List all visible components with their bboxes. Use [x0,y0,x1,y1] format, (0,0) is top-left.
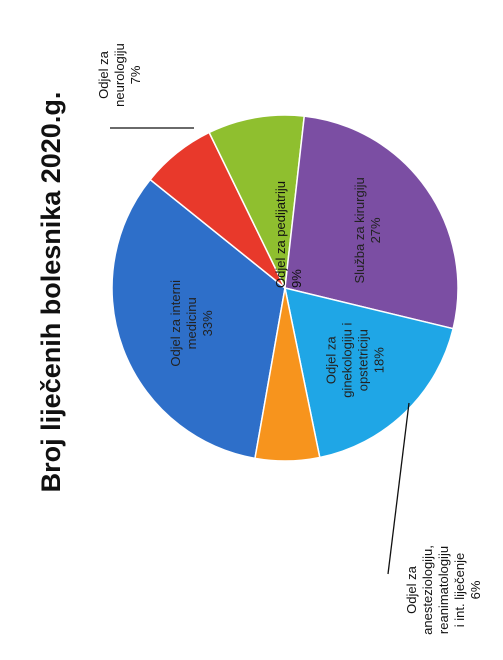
pie-slices [111,114,459,462]
leader-line-odjel-za-anesteziologiju-reanimatologiju-i-int-lijecenje [387,402,410,575]
pie-slice-odjel-za-ginekologiju-i-opstetriciju [284,286,455,459]
slice-label-odjel-za-neurologiju: Odjel zaneurologiju7% [96,43,143,107]
pie-slice-odjel-za-internu-medicinu [111,178,286,460]
chart-title: Broj liječenih bolesnika 2020.g. [36,92,66,493]
pie-slice-odjel-za-anesteziologiju-reanimatologiju-i-int-lijecenje [254,287,321,462]
pie-slice-odjel-za-pedijatriju [208,114,306,291]
pie-slice-sluzba-za-kirurgiju [284,115,459,330]
pie-labels: Odjel za internimedicinu33% Odjel zaneuro… [96,43,483,635]
slice-label-odjel-za-ginekologiju-i-opstetriciju: Odjel zaginekologiju iopstetriciju18% [324,323,387,398]
slice-label-odjel-za-internu-medicinu: Odjel za internimedicinu33% [168,280,215,367]
slice-label-sluzba-za-kirurgiju: Služba za kirurgiju27% [352,177,383,283]
slice-label-odjel-za-pedijatriju: Odjel za pedijatriju9% [273,181,304,288]
slice-label-odjel-za-anesteziologiju-reanimatologiju-i-int-lijecenje: Odjel zaanesteziologiju,reanimatologijui… [404,545,483,635]
